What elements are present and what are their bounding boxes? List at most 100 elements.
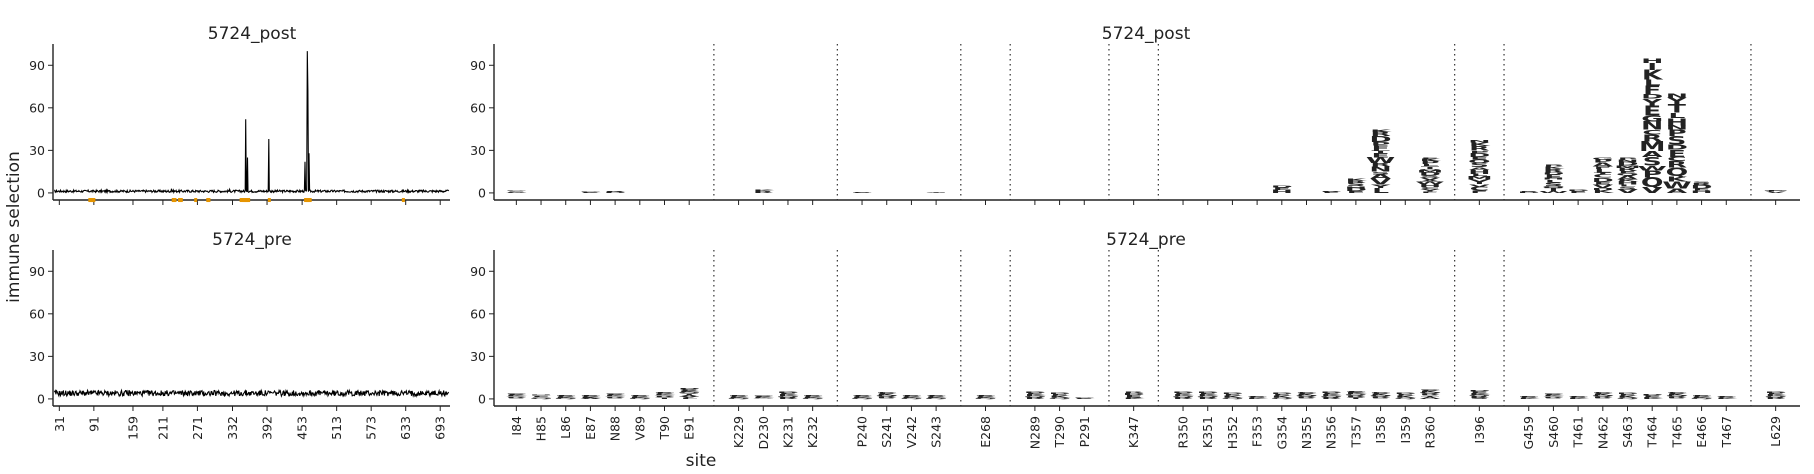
logo-letter: K: [1247, 397, 1270, 399]
logo-letter: Q: [752, 398, 775, 399]
logo-letter: C: [1642, 129, 1662, 137]
logo-letter: K: [580, 396, 603, 398]
logo-letter: S: [1470, 162, 1489, 169]
logo-letter: E: [1223, 394, 1241, 396]
logo-letter: Q: [678, 392, 701, 394]
x-tick-label: K232: [805, 416, 820, 448]
logo-letter: R: [1667, 396, 1688, 398]
logo-letter: E: [1692, 188, 1710, 191]
logo-letter: K: [1642, 68, 1664, 83]
logo-letter: E: [1470, 391, 1488, 393]
logo-letter: R: [1123, 392, 1144, 394]
logo-letter: D: [579, 191, 601, 192]
logo-letter: K: [1667, 394, 1690, 397]
y-tick-label: 30: [29, 143, 45, 158]
highlight-site-marker: [308, 198, 312, 203]
highlight-site-marker: [173, 198, 177, 203]
logo-letter: D: [1295, 392, 1317, 393]
logo-letter: E: [1075, 398, 1093, 399]
logo-letter: K: [1691, 396, 1714, 398]
logo-letter: Q: [530, 398, 553, 400]
logo-letter: R: [506, 397, 527, 399]
x-tick-label: N88: [608, 416, 623, 441]
logo-letter: H: [1616, 181, 1638, 186]
logo-letter: K: [1321, 394, 1344, 397]
logo-letter: D: [1419, 172, 1441, 177]
logo-letter: R: [1667, 160, 1688, 170]
logo-letter: K: [926, 396, 949, 398]
logo-letter: P: [1593, 159, 1613, 164]
x-tick-label: K347: [1126, 416, 1141, 448]
logo-letter: D: [1592, 392, 1614, 393]
logo-letter: V: [1593, 183, 1614, 189]
logo-letter: S: [507, 398, 526, 399]
logo-letter: Q: [1419, 392, 1442, 394]
logo-letter: Q: [1666, 165, 1689, 178]
x-tick-label: N462: [1595, 416, 1610, 449]
logo-letter: D: [1123, 393, 1145, 396]
logo-stack: RK: [753, 190, 776, 194]
logo-letter: C: [1667, 156, 1687, 163]
logo-letter: E: [976, 395, 994, 397]
logo-letter: Q: [1369, 395, 1392, 397]
panel-title: 5724_post: [1102, 24, 1191, 44]
logo-letter: D: [851, 395, 873, 396]
logo-letter: M: [1466, 175, 1493, 180]
logo-letter: R: [753, 191, 774, 194]
logo-letter: S: [1420, 175, 1439, 178]
logo-letter: A: [679, 395, 700, 397]
logo-letter: S: [1544, 181, 1563, 187]
logo-letter: D: [1518, 191, 1540, 193]
logo-letter: D: [1641, 93, 1663, 101]
logo-letter: D: [1641, 395, 1663, 396]
logo-letter: S: [1544, 398, 1563, 399]
panel-title: 5724_pre: [1106, 230, 1186, 250]
highlight-site-marker: [239, 198, 243, 203]
logo-letter: A: [1642, 150, 1664, 159]
logo-letter: D: [851, 192, 873, 193]
logo-letter: A: [1469, 167, 1490, 171]
logo-letter: N: [1468, 140, 1490, 144]
logo-letter: S: [1470, 398, 1489, 400]
x-tick-label: V89: [632, 416, 647, 441]
logo-letter: T: [1594, 172, 1612, 175]
logo-letter: D: [1468, 390, 1490, 392]
logo-letter: S: [606, 398, 625, 399]
logo-letter: M: [1762, 190, 1789, 191]
logo-letter: E: [927, 395, 945, 397]
logo-letter: D: [1246, 396, 1268, 397]
logo-letter: L: [1594, 168, 1611, 174]
x-tick-label: N356: [1324, 416, 1339, 449]
logo-letter: V: [1617, 188, 1638, 194]
logo-letter: K: [605, 395, 628, 397]
logo-letter: D: [579, 395, 601, 396]
logo-letter: S: [655, 397, 674, 398]
logo-letter: A: [1617, 175, 1638, 181]
x-tick-label: 513: [329, 416, 344, 440]
y-tick-label: 90: [470, 264, 486, 279]
logo-letter: N: [1616, 159, 1638, 163]
logo-letter: N: [530, 395, 552, 396]
logo-letter: E: [557, 395, 575, 397]
logo-letter: S: [1593, 398, 1612, 399]
y-tick-label: 90: [29, 264, 45, 279]
logo-letter: S: [877, 398, 896, 399]
logo-letter: D: [505, 393, 527, 394]
logo-letter: E: [1594, 392, 1612, 394]
logo-letter: K: [753, 397, 776, 399]
logo-letter: E: [1421, 157, 1439, 159]
logo-letter: E: [606, 394, 624, 396]
logo-letter: N: [1369, 165, 1391, 173]
logo-letter: K: [1469, 142, 1491, 147]
logo-letter: T: [655, 398, 673, 400]
